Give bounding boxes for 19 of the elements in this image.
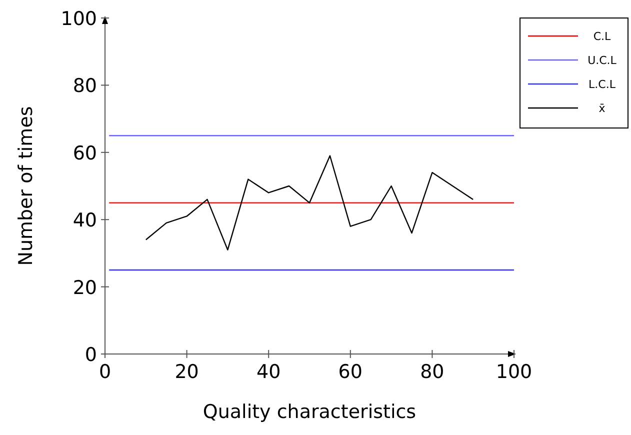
x-tick-label: 80 [420,361,444,383]
y-tick-label: 20 [72,276,97,299]
x-tick-label: 20 [174,361,199,383]
legend-label: x̄ [598,102,606,115]
x-tick-label: 60 [338,361,362,383]
legend-label: L.C.L [588,78,616,91]
y-axis-title: Number of times [15,106,37,266]
y-tick-label: 80 [72,75,97,98]
x-axis-title: Quality characteristics [202,401,416,423]
x-tick-label: 100 [496,361,532,383]
x-tick-label: 40 [256,361,281,383]
y-tick-label: 40 [72,210,97,232]
legend-label: C.L [593,30,612,43]
y-tick-label: 100 [60,8,97,30]
legend-label: U.C.L [588,54,618,67]
y-tick-label: 60 [72,142,97,164]
line-series [145,155,474,250]
x-tick-label: 0 [98,361,112,383]
y-tick-label: 0 [84,344,97,366]
